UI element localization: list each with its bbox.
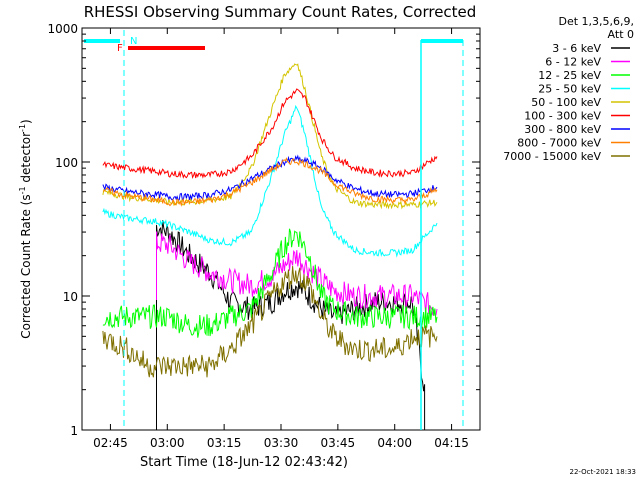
flare-flag-label: F [117, 43, 123, 54]
legend-title-line-2: Att 0 [608, 28, 634, 41]
flag-overlays: FN [84, 30, 464, 430]
legend-entry-label: 6 - 12 keV [545, 56, 601, 69]
series-line [102, 63, 438, 210]
series-line [102, 154, 438, 201]
x-tick-label: 04:00 [377, 436, 412, 450]
x-tick-label: 03:30 [264, 436, 299, 450]
series-line [156, 220, 426, 430]
y-tick-label: 1000 [47, 22, 78, 36]
x-tick-label: 03:45 [321, 436, 356, 450]
legend-entry-label: 25 - 50 keV [538, 83, 601, 96]
x-axis-label: Start Time (18-Jun-12 02:43:42) [140, 455, 348, 470]
legend-entry-label: 3 - 6 keV [552, 42, 601, 55]
legend-entry-label: 12 - 25 keV [538, 69, 601, 82]
x-tick-label: 03:00 [150, 436, 185, 450]
series-line [156, 231, 438, 316]
y-tick-label: 10 [63, 290, 78, 304]
y-tick-label: 100 [55, 156, 78, 170]
data-curves [102, 63, 438, 430]
legend-entry-label: 50 - 100 keV [531, 96, 601, 109]
timestamp: 22-Oct-2021 18:33 [570, 468, 636, 476]
x-axis: 02:45 03:00 03:15 03:30 03:45 04:00 04:15 [93, 28, 469, 450]
y-axis: 1 10 100 1000 [47, 22, 480, 438]
x-tick-label: 03:15 [207, 436, 242, 450]
y-tick-label: 1 [70, 424, 78, 438]
chart-title: RHESSI Observing Summary Count Rates, Co… [84, 3, 477, 21]
legend-entry-label: 800 - 7000 keV [517, 137, 601, 150]
legend-entry-label: 100 - 300 keV [524, 110, 601, 123]
y-axis-label: Corrected Count Rate (s-1 detector-1) [18, 119, 33, 338]
series-line [102, 228, 438, 338]
series-line [102, 157, 438, 207]
legend-entry-label: 300 - 800 keV [524, 123, 601, 136]
series-line [102, 104, 438, 258]
x-tick-label: 02:45 [93, 436, 128, 450]
night-flag-label: N [130, 36, 137, 47]
series-line [102, 266, 438, 378]
legend-title-line-1: Det 1,3,5,6,9, [558, 15, 634, 28]
x-tick-label: 04:15 [434, 436, 469, 450]
series-line [102, 88, 438, 179]
legend-entry-label: 7000 - 15000 keV [503, 150, 601, 163]
